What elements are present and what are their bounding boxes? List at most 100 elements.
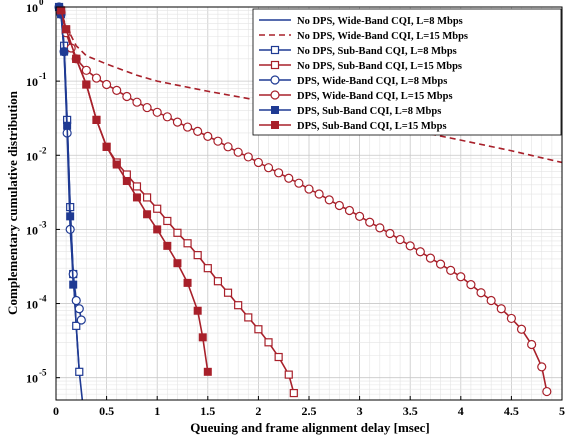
data-point <box>198 333 207 342</box>
y-tick-exponent: -5 <box>39 368 47 378</box>
series-line-1 <box>58 6 563 164</box>
legend: No DPS, Wide-Band CQI, L=8 Mbps No DPS, W… <box>252 8 562 136</box>
legend-marker-6 <box>271 106 279 114</box>
x-tick-label: 0 <box>53 404 59 418</box>
data-point <box>542 386 552 397</box>
y-tick-label: 10 <box>26 372 38 386</box>
x-tick-label: 4 <box>458 404 464 418</box>
data-point <box>476 288 486 298</box>
legend-marker-7 <box>271 121 279 129</box>
data-point <box>334 200 344 211</box>
data-point <box>395 234 405 245</box>
data-point <box>92 115 101 124</box>
data-point <box>244 313 253 322</box>
x-tick-label: 2 <box>255 404 261 418</box>
data-point <box>263 163 274 173</box>
data-point <box>324 195 334 205</box>
y-tick-base: 10 <box>26 298 38 312</box>
y-tick-label: 10 <box>26 75 38 89</box>
data-point <box>223 142 233 152</box>
data-point <box>456 272 466 282</box>
data-point <box>537 362 547 372</box>
data-point <box>289 388 298 398</box>
data-point <box>172 117 183 127</box>
legend-entry-7: DPS, Sub-Band CQI, L=15 Mbps <box>297 121 447 132</box>
data-point <box>112 85 122 95</box>
data-point <box>173 259 182 268</box>
data-point <box>435 259 446 269</box>
data-point <box>203 264 212 273</box>
legend-marker-5 <box>270 90 280 100</box>
data-point <box>284 173 294 183</box>
data-point <box>294 178 304 188</box>
x-tick-label: 3 <box>357 404 363 418</box>
y-tick-label: 10 <box>26 1 38 15</box>
data-point <box>183 278 192 287</box>
y-tick-base: 10 <box>26 223 38 237</box>
data-point <box>264 338 273 347</box>
data-point <box>112 160 121 169</box>
data-point <box>193 251 202 260</box>
legend-entry-4: DPS, Wide-Band CQI, L=8 Mbps <box>297 76 447 87</box>
y-tick-exponent: -4 <box>39 294 47 304</box>
data-point <box>193 126 203 136</box>
data-point <box>183 239 192 248</box>
data-point <box>74 304 84 314</box>
data-point <box>234 301 243 310</box>
data-point <box>254 325 263 334</box>
data-point <box>76 315 86 325</box>
legend-marker-2 <box>270 45 280 55</box>
data-point <box>213 277 223 286</box>
data-point <box>162 112 172 122</box>
x-axis-ticks: 0 0.5 1 1.5 2 2.5 3 3.5 4 4.5 5 <box>53 396 565 418</box>
data-point <box>152 107 162 117</box>
data-point <box>486 295 496 306</box>
y-tick-exponent: -3 <box>39 219 47 229</box>
y-tick-exponent: -2 <box>39 145 47 155</box>
x-tick-label: 5 <box>559 404 565 418</box>
data-point <box>223 288 233 297</box>
data-point <box>425 253 436 263</box>
series-7 <box>57 6 212 376</box>
y-tick-base: 10 <box>26 75 38 89</box>
legend-marker-4 <box>270 75 280 85</box>
data-point <box>314 189 324 199</box>
data-point <box>63 121 72 130</box>
x-tick-label: 0.5 <box>99 404 114 418</box>
data-point <box>193 306 202 315</box>
data-point <box>446 265 456 275</box>
data-point <box>132 97 142 107</box>
data-point <box>101 79 112 90</box>
data-point <box>385 228 395 239</box>
data-point <box>253 157 263 168</box>
data-point <box>233 147 243 157</box>
y-tick-exponent: -1 <box>39 71 47 81</box>
legend-entry-6: DPS, Sub-Band CQI, L=8 Mbps <box>297 106 441 117</box>
data-point <box>203 367 212 376</box>
data-point <box>405 241 415 251</box>
y-tick-base: 10 <box>26 149 38 163</box>
data-point <box>132 193 141 202</box>
data-point <box>60 47 69 56</box>
data-point <box>72 54 81 63</box>
data-point <box>69 280 78 289</box>
data-point <box>82 80 91 89</box>
data-point <box>415 247 425 257</box>
legend-box <box>252 8 562 136</box>
data-point <box>355 211 365 221</box>
x-tick-label: 1 <box>154 404 160 418</box>
data-point <box>182 122 193 132</box>
data-point <box>102 142 111 151</box>
y-tick-base: 10 <box>26 1 38 15</box>
data-point <box>274 168 284 178</box>
legend-entry-3: No DPS, Sub-Band CQI, L=15 Mbps <box>297 61 462 72</box>
data-point <box>163 216 172 226</box>
data-point <box>132 182 142 191</box>
data-point <box>163 241 172 250</box>
data-point <box>66 212 75 221</box>
legend-marker-3 <box>270 60 280 70</box>
y-tick-label: 10 <box>26 149 38 163</box>
data-point <box>527 339 537 350</box>
data-point <box>213 136 223 146</box>
